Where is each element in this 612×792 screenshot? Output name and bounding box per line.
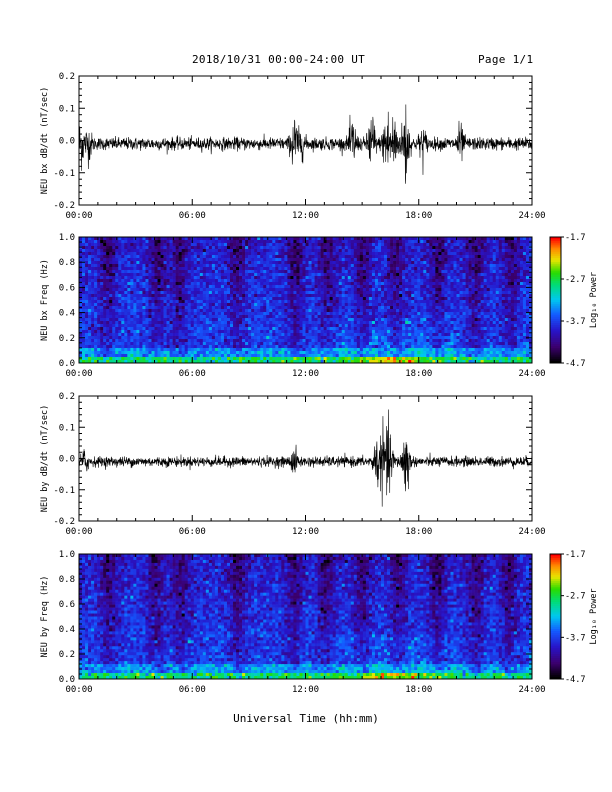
x-tick-label: 18:00: [405, 527, 432, 537]
x-tick-label: 00:00: [65, 211, 92, 221]
x-tick-label: 06:00: [179, 211, 206, 221]
y-tick-label: 0.8: [59, 258, 75, 268]
y-tick-label: 0.1: [59, 423, 75, 433]
colorbar-tick-label: -1.7: [565, 550, 585, 560]
spectrogram-bx: [79, 237, 533, 364]
x-tick-label: 06:00: [179, 527, 206, 537]
y-tick-label: 0.2: [59, 72, 75, 82]
y-tick-label: 0.6: [59, 600, 75, 610]
colorbar-tick-label: -3.7: [565, 317, 585, 327]
x-tick-label: 24:00: [518, 369, 545, 379]
colorbar: [550, 554, 561, 680]
x-tick-label: 12:00: [292, 685, 319, 695]
colorbar-label: Log₁₀ Power: [589, 272, 599, 328]
colorbar-tick-label: -2.7: [565, 592, 585, 602]
series-line-bx: [78, 104, 533, 184]
colorbar-tick-label: -3.7: [565, 633, 585, 643]
x-axis-title: Universal Time (hh:mm): [233, 712, 379, 725]
y-tick-label: 0.6: [59, 283, 75, 293]
y-tick-label: 0.8: [59, 575, 75, 585]
page-indicator: Page 1/1: [478, 53, 534, 66]
y-axis-label: NEU bx dB/dt (nT/sec): [40, 87, 50, 194]
x-tick-label: 12:00: [292, 211, 319, 221]
colorbar-tick-label: -4.7: [565, 675, 585, 685]
report-title: 2018/10/31 00:00-24:00 UT: [192, 53, 366, 66]
x-tick-label: 24:00: [518, 211, 545, 221]
colorbar-frame: [549, 236, 562, 364]
y-tick-label: 0.4: [59, 309, 75, 319]
y-tick-label: 0.2: [59, 392, 75, 402]
x-tick-label: 06:00: [179, 369, 206, 379]
colorbar-tick-label: -4.7: [565, 359, 585, 369]
y-tick-label: 1.0: [59, 550, 75, 560]
x-tick-label: 24:00: [518, 685, 545, 695]
x-tick-label: 24:00: [518, 527, 545, 537]
y-tick-label: 1.0: [59, 233, 75, 243]
y-tick-label: -0.2: [53, 201, 75, 211]
series-line-by: [78, 409, 533, 507]
y-tick-label: 0.2: [59, 650, 75, 660]
y-tick-label: -0.1: [53, 169, 75, 179]
x-tick-label: 00:00: [65, 527, 92, 537]
y-tick-label: 0.0: [59, 675, 75, 685]
y-tick-label: -0.2: [53, 517, 75, 527]
colorbar-frame: [549, 553, 562, 680]
colorbar: [550, 237, 561, 364]
y-tick-label: 0.4: [59, 625, 75, 635]
x-tick-label: 12:00: [292, 527, 319, 537]
y-tick-label: 0.0: [59, 359, 75, 369]
x-tick-label: 00:00: [65, 685, 92, 695]
y-axis-label: NEU bx Freq (Hz): [40, 259, 50, 341]
y-axis-label: NEU by dB/dt (nT/sec): [40, 405, 50, 512]
y-tick-label: 0.1: [59, 104, 75, 114]
colorbar-tick-label: -2.7: [565, 275, 585, 285]
y-tick-label: 0.2: [59, 334, 75, 344]
y-tick-label: 0.0: [59, 455, 75, 465]
x-tick-label: 00:00: [65, 369, 92, 379]
y-axis-label: NEU by Freq (Hz): [40, 576, 50, 658]
y-tick-label: -0.1: [53, 486, 75, 496]
x-tick-label: 18:00: [405, 685, 432, 695]
x-tick-label: 06:00: [179, 685, 206, 695]
x-tick-label: 12:00: [292, 369, 319, 379]
y-tick-label: 0.0: [59, 137, 75, 147]
x-tick-label: 18:00: [405, 211, 432, 221]
x-tick-label: 18:00: [405, 369, 432, 379]
spectrogram-by: [79, 554, 533, 680]
colorbar-label: Log₁₀ Power: [589, 588, 599, 644]
colorbar-tick-label: -1.7: [565, 233, 585, 243]
